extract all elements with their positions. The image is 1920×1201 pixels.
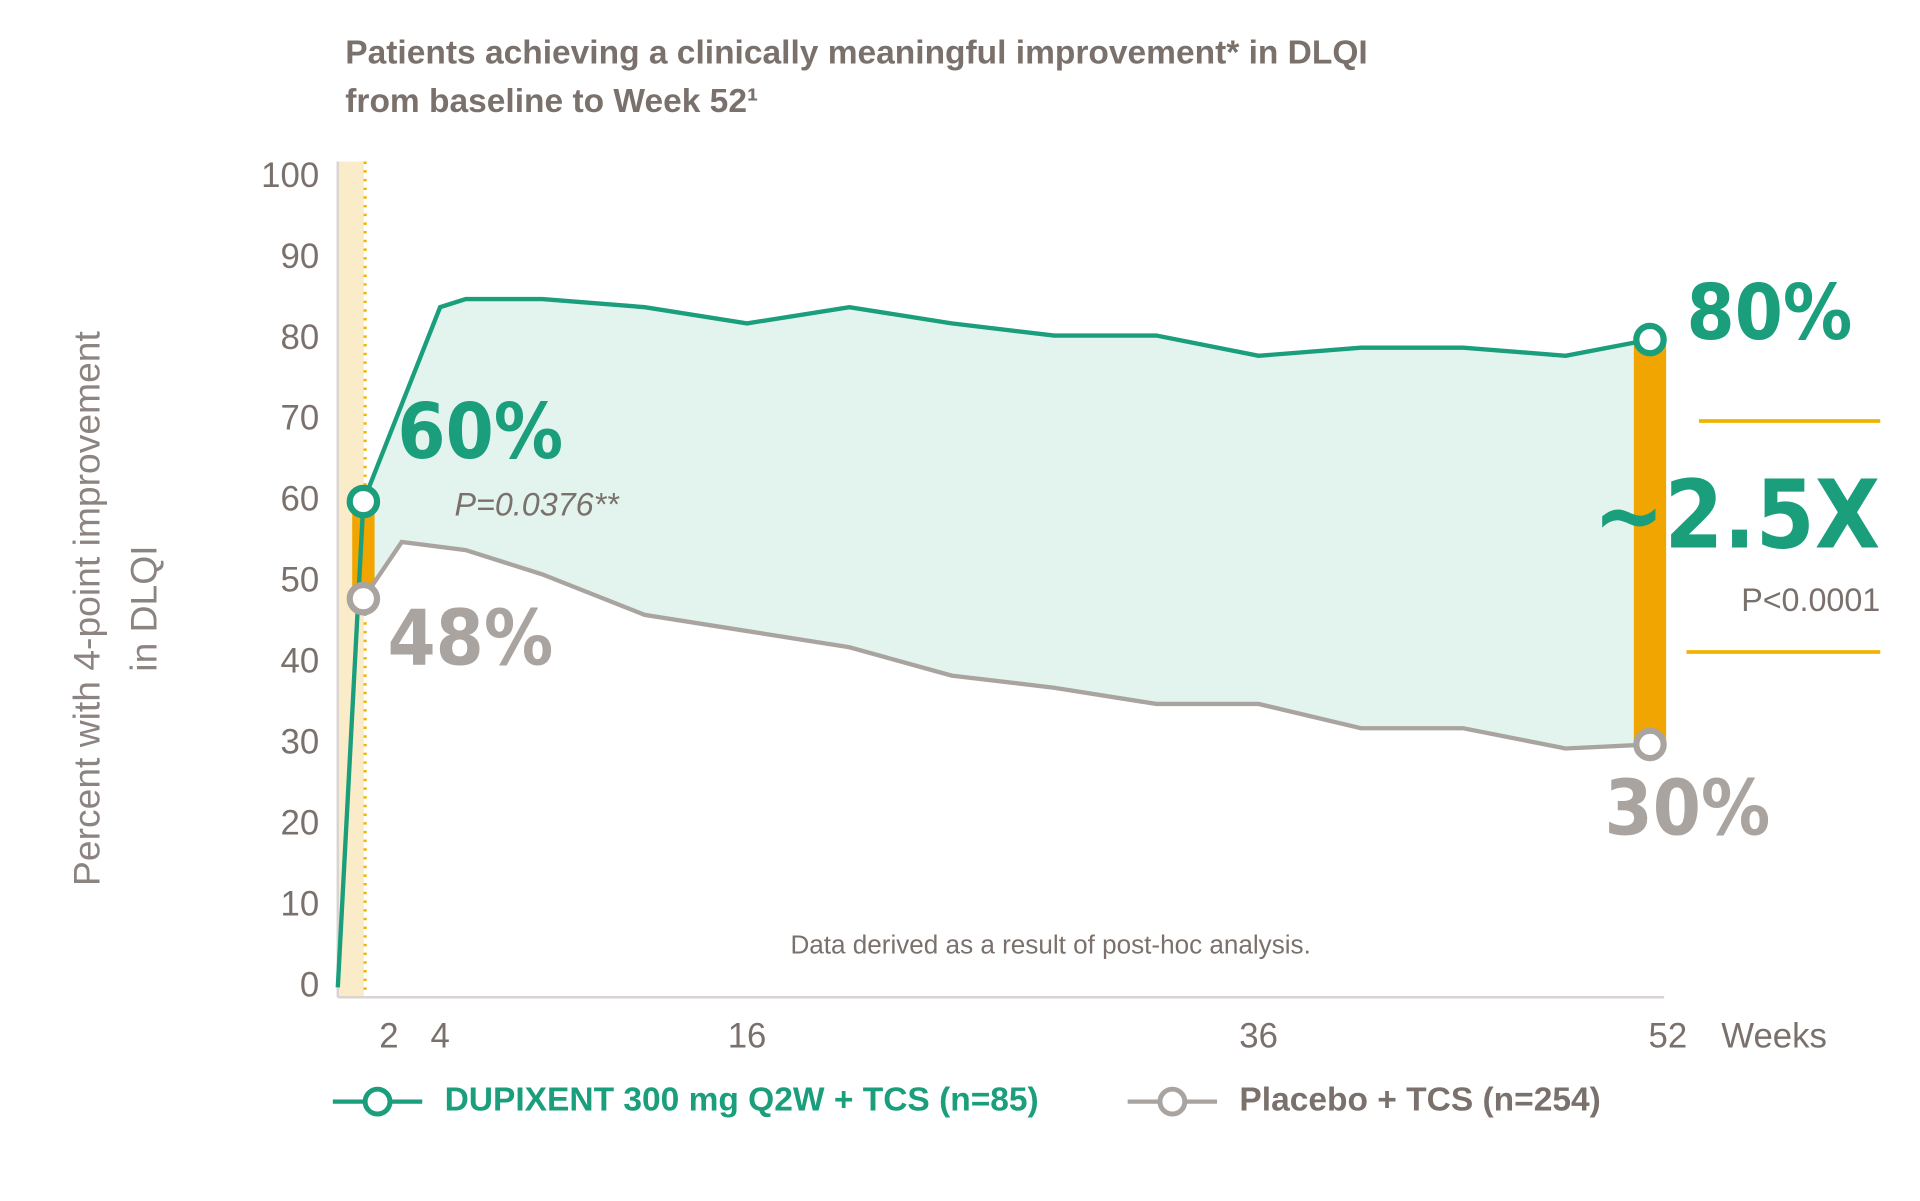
legend-item: DUPIXENT 300 mg Q2W + TCS (n=85)	[332, 1081, 1039, 1118]
difference-bar	[1633, 339, 1667, 745]
y-tick-label: 80	[281, 319, 320, 357]
y-tick-label: 100	[261, 157, 319, 195]
point-marker	[346, 484, 381, 519]
annotation: P<0.0001	[1741, 582, 1880, 618]
y-axis-label: in DLQI	[122, 545, 164, 671]
y-axis-label: Percent with 4-point improvement	[65, 330, 107, 886]
y-tick-label: 40	[281, 643, 320, 681]
gap-area	[363, 299, 1650, 749]
point-marker	[1633, 322, 1667, 357]
y-tick-label: 60	[281, 481, 320, 519]
legend-label: Placebo + TCS (n=254)	[1239, 1081, 1600, 1118]
y-tick-label: 50	[281, 562, 320, 600]
series-line	[335, 296, 1651, 988]
y-tick-label: 90	[281, 238, 320, 276]
annotation: 60%	[397, 388, 563, 477]
y-tick-label: 10	[281, 886, 320, 924]
legend-label: DUPIXENT 300 mg Q2W + TCS (n=85)	[445, 1081, 1039, 1118]
point-marker	[1633, 727, 1667, 762]
annotation: Data derived as a result of post-hoc ana…	[790, 929, 1310, 959]
series-line	[361, 539, 1651, 751]
annotation: 80%	[1687, 269, 1853, 358]
point-marker	[346, 581, 381, 616]
y-tick-label: 20	[281, 805, 320, 843]
annotation: 48%	[387, 594, 553, 683]
x-tick-label: 52	[1649, 1017, 1688, 1055]
annotation: P=0.0376**	[455, 486, 621, 522]
legend-marker	[362, 1086, 393, 1117]
x-tick-label: 36	[1239, 1017, 1278, 1055]
x-tick-label: 2	[379, 1017, 398, 1055]
y-tick-label: 0	[300, 967, 319, 1005]
annotation: ~2.5X	[1593, 461, 1880, 571]
chart-title: from baseline to Week 52¹	[345, 83, 758, 120]
y-tick-label: 30	[281, 724, 320, 762]
x-tick-label: 4	[430, 1017, 449, 1055]
legend-marker	[1157, 1086, 1188, 1117]
legend-item: Placebo + TCS (n=254)	[1127, 1081, 1601, 1118]
x-axis-unit: Weeks	[1721, 1017, 1827, 1055]
x-tick-label: 16	[728, 1017, 767, 1055]
chart-title: Patients achieving a clinically meaningf…	[345, 35, 1367, 72]
y-tick-label: 70	[281, 400, 320, 438]
annotation: 30%	[1605, 764, 1771, 853]
